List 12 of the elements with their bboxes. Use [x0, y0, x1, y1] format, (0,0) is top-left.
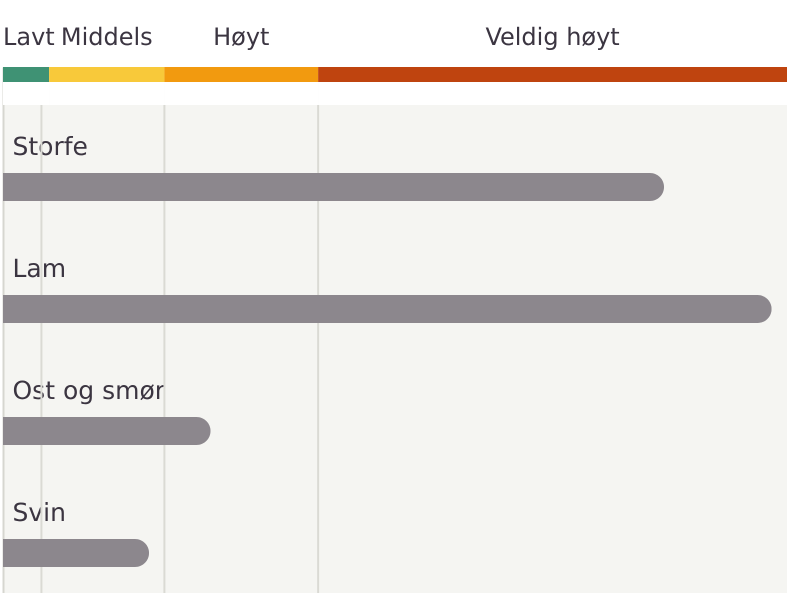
bar — [3, 173, 664, 201]
band-label: Høyt — [213, 23, 270, 51]
y-tick-label: Lam — [12, 254, 66, 283]
bar — [3, 295, 772, 323]
y-tick-label: Ost og smør — [12, 376, 166, 405]
bar — [3, 539, 150, 567]
band-label: Veldig høyt — [485, 23, 620, 51]
band-label: Lavt — [3, 23, 55, 51]
bar — [3, 417, 211, 445]
y-tick-label: Svin — [12, 498, 66, 527]
y-tick-label: Storfe — [12, 132, 88, 161]
band-label: Middels — [60, 23, 153, 51]
